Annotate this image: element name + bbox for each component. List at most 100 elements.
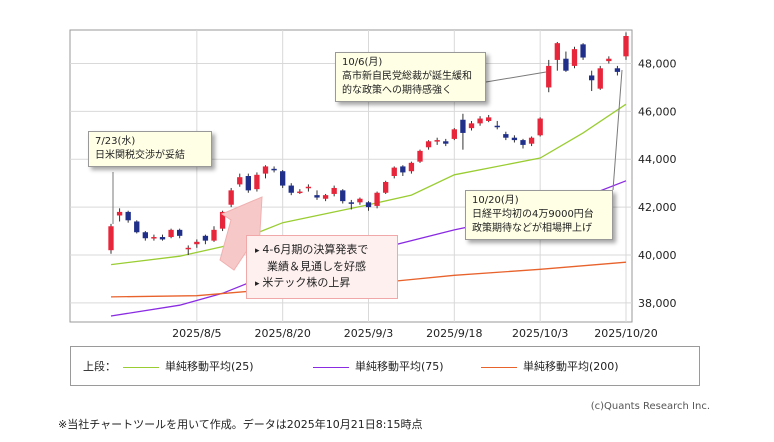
candle-up [254, 174, 260, 190]
candle-up [262, 166, 269, 174]
candle-down [511, 137, 518, 141]
candle-down [443, 141, 449, 144]
uptrend-arrow [219, 196, 263, 271]
annotation-1020-text-1: 日経平均初の4万9000円台 [472, 209, 594, 220]
candle-down [125, 211, 131, 221]
candle-up [228, 190, 234, 205]
annotation-0723: 7/23(水) 日米関税交渉が妥結 [88, 131, 212, 167]
callout-row-earnings: 4-6月期の決算発表で [255, 242, 389, 259]
legend: 上段： 単純移動平均(25) 単純移動平均(75) 単純移動平均(200) [70, 346, 700, 386]
candle-up [606, 58, 612, 62]
candle-down [314, 195, 320, 198]
candle-up [468, 123, 475, 129]
candle-down [202, 235, 209, 241]
candle-up [116, 211, 123, 216]
x-tick-label: 2025/10/3 [512, 327, 568, 340]
candle-up [108, 226, 114, 251]
candle-down [271, 168, 277, 171]
legend-swatch-sma200 [481, 366, 517, 368]
candle-up [305, 186, 312, 189]
x-tick-label: 2025/8/20 [254, 327, 310, 340]
candle-up [451, 129, 457, 139]
candle-up [417, 150, 423, 162]
annotation-1006: 10/6(月) 高市新自民党総裁が誕生緩和 的な政策への期待感強く [335, 52, 486, 102]
annotation-0723-text: 日米関税交渉が妥結 [95, 150, 185, 161]
candle-down [159, 237, 166, 240]
earnings-callout: 4-6月期の決算発表で 業績＆見通しを好感 米テック株の上昇 [246, 235, 398, 299]
annotation-1020-text-2: 政策期待などが相場押上げ [472, 223, 592, 234]
annotation-1020-date: 10/20(月) [472, 195, 519, 206]
legend-item-sma200: 単純移動平均(200) [481, 358, 619, 374]
candle-down [245, 176, 251, 191]
y-tick-label: 42,000 [638, 201, 677, 214]
candle-up [571, 49, 578, 66]
series-line [110, 103, 627, 266]
candle-down [460, 119, 466, 133]
legend-item-sma25: 単純移動平均(25) [123, 358, 254, 374]
candle-up [486, 117, 492, 121]
candle-down [580, 44, 586, 58]
candle-up [168, 229, 174, 238]
copyright: (c)Quants Research Inc. [590, 401, 710, 412]
candle-up [537, 118, 543, 136]
y-tick-label: 40,000 [638, 249, 677, 262]
legend-text-sma200: 単純移動平均(200) [523, 360, 619, 373]
candle-down [288, 185, 294, 193]
callout-row-tech: 米テック株の上昇 [255, 275, 389, 292]
y-tick-label: 44,000 [638, 153, 677, 166]
candle-up [623, 35, 629, 57]
legend-item-sma75: 単純移動平均(75) [313, 358, 444, 374]
candle-up [383, 181, 389, 193]
candle-up [425, 141, 432, 148]
x-tick-label: 2025/9/18 [426, 327, 482, 340]
candle-up [477, 118, 483, 124]
candle-up [546, 65, 552, 88]
annotation-1006-date: 10/6(月) [342, 57, 383, 68]
candle-up [297, 191, 303, 194]
candle-down [365, 202, 372, 208]
candle-up [237, 177, 243, 185]
x-tick-label: 2025/10/20 [594, 327, 657, 340]
legend-text-sma75: 単純移動平均(75) [355, 360, 444, 373]
candle-up [554, 43, 560, 60]
candle-down [589, 75, 595, 81]
candle-up [357, 198, 363, 203]
annotation-pointer [612, 69, 623, 191]
candle-down [520, 140, 526, 145]
annotation-pointer [485, 71, 547, 83]
footnote: ※当社チャートツールを用いて作成。データは2025年10月21日8:15時点 [58, 418, 423, 431]
candle-down [503, 134, 509, 138]
candle-down [142, 232, 148, 239]
candle-up [322, 195, 329, 199]
x-tick-label: 2025/9/3 [344, 327, 393, 340]
candle-up [391, 167, 397, 176]
callout-row-outlook: 業績＆見通しを好感 [267, 260, 366, 273]
legend-label: 上段： [83, 360, 116, 373]
candle-up [185, 247, 191, 250]
legend-swatch-sma25 [123, 366, 159, 368]
legend-swatch-sma75 [313, 366, 349, 368]
candle-up [219, 211, 226, 229]
y-tick-label: 48,000 [638, 58, 677, 71]
candle-up [408, 162, 415, 172]
candle-up [194, 241, 200, 245]
legend-text-sma25: 単純移動平均(25) [165, 360, 254, 373]
candle-down [177, 229, 183, 236]
candle-up [528, 137, 535, 144]
candle-up [151, 237, 157, 239]
candle-down [348, 202, 354, 204]
x-tick-label: 2025/8/5 [172, 327, 221, 340]
candle-down [614, 68, 621, 72]
candle-down [494, 125, 500, 128]
candle-down [134, 221, 140, 233]
candle-down [563, 58, 569, 71]
candle-up [597, 68, 603, 89]
y-tick-label: 46,000 [638, 105, 677, 118]
candle-up [434, 140, 440, 142]
annotation-1006-text-2: 的な政策への期待感強く [342, 85, 452, 96]
annotation-1020: 10/20(月) 日経平均初の4万9000円台 政策期待などが相場押上げ [465, 190, 613, 240]
candle-up [211, 229, 217, 241]
candle-down [400, 166, 406, 173]
candle-up [374, 192, 380, 206]
candle-down [280, 171, 286, 186]
